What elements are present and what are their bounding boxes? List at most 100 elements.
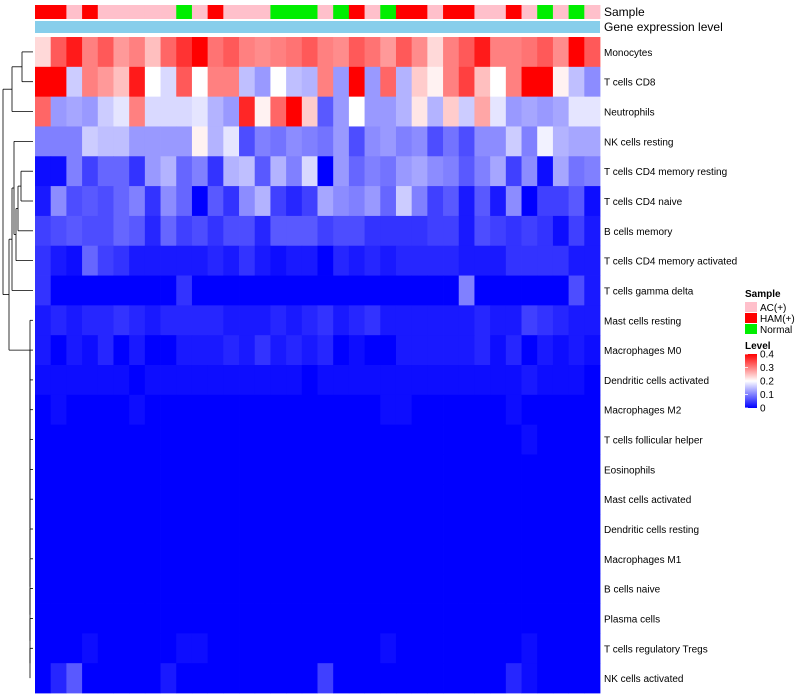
heatmap-cell [333,126,350,157]
heatmap-cell [286,424,303,455]
heatmap-cell [537,514,554,545]
heatmap-cell [97,454,114,485]
heatmap-cell [254,215,271,247]
heatmap-cell [333,66,350,98]
heatmap-cell [66,603,83,634]
heatmap-cell [144,96,161,127]
heatmap-cell [348,96,365,127]
heatmap-cell [584,424,601,455]
heatmap-cell [395,543,413,575]
heatmap-cell [411,454,428,485]
level-ticks: 0.4 0.3 0.2 0.1 0 [745,350,774,415]
heatmap-cell [66,484,83,515]
heatmap-cell [317,603,334,634]
heatmap-cell [458,633,475,664]
heatmap-cell [239,394,256,426]
heatmap-cell [443,245,460,276]
heatmap-cell [160,96,177,127]
heatmap-cell [113,573,130,604]
heatmap-cell [97,335,114,366]
heatmap-cell [537,663,554,694]
heatmap-cell [223,603,240,634]
heatmap-cell [364,394,381,426]
heatmap-cell [113,156,130,187]
heatmap-cell [50,126,67,157]
heatmap-cell [191,424,209,455]
heatmap-cell [380,454,397,485]
legend-swatch-normal [745,324,757,334]
heatmap-cell [443,186,460,217]
heatmap-cell [443,454,460,485]
heatmap-cell [552,633,570,664]
heatmap-cell [301,633,318,664]
heatmap-cell [113,126,130,157]
heatmap-cell [568,275,585,306]
heatmap-cell [427,663,444,694]
heatmap-cell [317,454,334,485]
heatmap-cell [286,96,303,127]
heatmap-cell [286,573,303,604]
heatmap-cell [301,543,318,575]
heatmap-cell [35,454,52,485]
heatmap-cell [474,215,491,247]
heatmap-cell [443,156,460,187]
heatmap-cell [427,573,444,604]
heatmap-cell [66,245,83,276]
heatmap-cell [207,454,224,485]
heatmap-cell [395,424,413,455]
heatmap-cell [66,215,83,247]
heatmap-cell [537,126,554,157]
heatmap-cell [35,633,52,664]
heatmap-cell [395,573,413,604]
heatmap-cell [270,96,287,127]
heatmap-cell [97,245,114,276]
heatmap-cell [301,663,318,694]
heatmap-cell [380,66,397,98]
heatmap-cell [191,245,209,276]
heatmap-cell [427,156,444,187]
heatmap-cell [348,215,365,247]
heatmap-cell [254,394,271,426]
heatmap-cell [474,96,491,127]
heatmap-cell [144,484,161,515]
heatmap-cell [584,37,601,68]
heatmap-cell [286,633,303,664]
heatmap-cell [348,514,365,545]
heatmap-cell [144,663,161,694]
heatmap-cell [191,335,209,366]
heatmap-cell [191,394,209,426]
heatmap-cell [317,633,334,664]
heatmap-cell [411,663,428,694]
heatmap-cell [458,454,475,485]
row-label: Macrophages M2 [604,406,682,417]
heatmap-cell [552,335,570,366]
heatmap-cell [411,156,428,187]
heatmap-cell [66,633,83,664]
sample-annotation-cell [286,5,303,19]
sample-annotation-cell [207,5,224,19]
heatmap-cell [160,335,177,366]
heatmap-cell [129,603,146,634]
heatmap-cell [411,633,428,664]
heatmap-cell [458,543,475,575]
heatmap-cell [380,186,397,217]
heatmap-cell [129,305,146,336]
level-legend: Level 0.4 0.3 0.2 0.1 0 [745,341,774,415]
heatmap-cell [286,663,303,694]
heatmap-cell [35,335,52,366]
heatmap-cell [333,394,350,426]
heatmap-cell [207,543,224,575]
sample-annotation-cell [568,5,585,19]
heatmap-cell [113,424,130,455]
heatmap-cell [97,663,114,694]
heatmap-cell [411,37,428,68]
heatmap-cell [254,37,271,68]
heatmap-cell [113,186,130,217]
heatmap-cell [97,424,114,455]
heatmap-cell [223,633,240,664]
heatmap-cell [254,66,271,98]
heatmap-cell [568,365,585,396]
heatmap-cell [35,365,52,396]
heatmap-cell [490,454,507,485]
heatmap-cell [458,335,475,366]
